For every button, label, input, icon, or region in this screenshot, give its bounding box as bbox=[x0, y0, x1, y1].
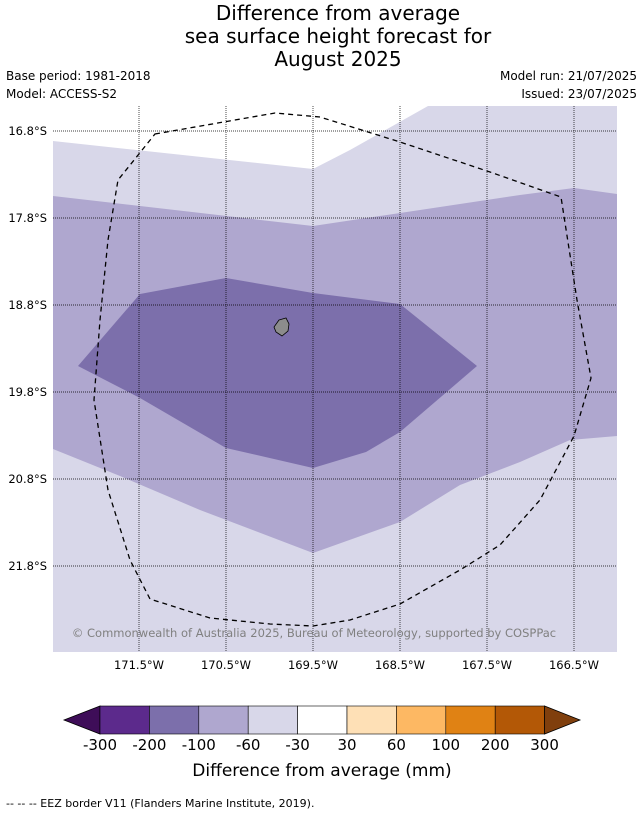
colorbar-tick-label: -60 bbox=[236, 736, 261, 750]
colorbar-tick-label: 100 bbox=[431, 736, 460, 750]
eez-border bbox=[93, 112, 592, 627]
lat-label: 21.8°S bbox=[8, 559, 47, 573]
lat-label: 16.8°S bbox=[8, 124, 47, 138]
colorbar-tick-label: 60 bbox=[387, 736, 406, 750]
forecast-map: 16.8°S 17.8°S 18.8°S 19.8°S 20.8°S 21.8°S 171… bbox=[8, 106, 617, 672]
meta-left: Base period: 1981-2018 Model: ACCESS-S2 bbox=[6, 67, 151, 103]
lon-label: 168.5°W bbox=[375, 658, 425, 672]
lon-label: 167.5°W bbox=[462, 658, 512, 672]
issued-date: Issued: 23/07/2025 bbox=[521, 87, 637, 101]
longitude-labels: 171.5°W 170.5°W 169.5°W 168.5°W 167.5°W 166.5… bbox=[114, 658, 599, 672]
lon-label: 169.5°W bbox=[288, 658, 338, 672]
model-name: Model: ACCESS-S2 bbox=[6, 87, 118, 101]
title-line-3: August 2025 bbox=[274, 47, 402, 71]
colorbar-segment bbox=[149, 705, 200, 735]
colorbar-segment bbox=[297, 705, 348, 735]
lon-label: 166.5°W bbox=[549, 658, 599, 672]
colorbar-segment bbox=[445, 705, 496, 735]
colorbar-tick-label: 30 bbox=[337, 736, 356, 750]
colorbar-tick-labels: -300 -200 -100 -60 -30 30 60 100 200 300 bbox=[83, 736, 559, 750]
lat-label: 17.8°S bbox=[8, 211, 47, 225]
lon-label: 170.5°W bbox=[201, 658, 251, 672]
eez-footnote: -- -- -- EEZ border V11 (Flanders Marine… bbox=[6, 797, 315, 810]
colorbar-segment bbox=[494, 705, 545, 735]
lat-label: 18.8°S bbox=[8, 298, 47, 312]
title-line-2: sea surface height forecast for bbox=[184, 24, 492, 48]
colorbar-title: Difference from average (mm) bbox=[192, 761, 452, 781]
contour-minus-100 bbox=[78, 278, 477, 468]
colorbar-tick-label: -30 bbox=[285, 736, 310, 750]
title-line-1: Difference from average bbox=[215, 1, 461, 25]
latitude-labels: 16.8°S 17.8°S 18.8°S 19.8°S 20.8°S 21.8°S bbox=[8, 124, 47, 573]
colorbar-tick-label: 200 bbox=[481, 736, 510, 750]
graticule bbox=[53, 106, 617, 652]
model-run: Model run: 21/07/2025 bbox=[499, 69, 637, 83]
colorbar-tick-label: -200 bbox=[132, 736, 166, 750]
colorbar-segment bbox=[396, 705, 447, 735]
meta-right: Model run: 21/07/2025 Issued: 23/07/2025 bbox=[500, 67, 637, 103]
lat-label: 20.8°S bbox=[8, 472, 47, 486]
colorbar-segment bbox=[346, 705, 397, 735]
anomaly-contours bbox=[53, 106, 617, 652]
colorbar-extend-low bbox=[62, 705, 101, 735]
colorbar-tick-label: -300 bbox=[83, 736, 117, 750]
island-niue bbox=[273, 317, 290, 337]
lat-label: 19.8°S bbox=[8, 385, 47, 399]
colorbar-segments bbox=[62, 705, 582, 735]
colorbar-tick-label: -100 bbox=[182, 736, 216, 750]
colorbar-segment bbox=[99, 705, 150, 735]
chart-title: Difference from average sea surface heig… bbox=[0, 2, 644, 71]
copyright-notice: © Commonwealth of Australia 2025, Bureau… bbox=[72, 626, 556, 640]
base-period: Base period: 1981-2018 bbox=[6, 69, 151, 83]
colorbar: -300 -200 -100 -60 -30 30 60 100 200 300 bbox=[62, 705, 582, 750]
colorbar-tick-label: 300 bbox=[530, 736, 559, 750]
colorbar-segment bbox=[198, 705, 249, 735]
lon-label: 171.5°W bbox=[114, 658, 164, 672]
colorbar-extend-high bbox=[544, 705, 582, 735]
colorbar-segment bbox=[247, 705, 298, 735]
